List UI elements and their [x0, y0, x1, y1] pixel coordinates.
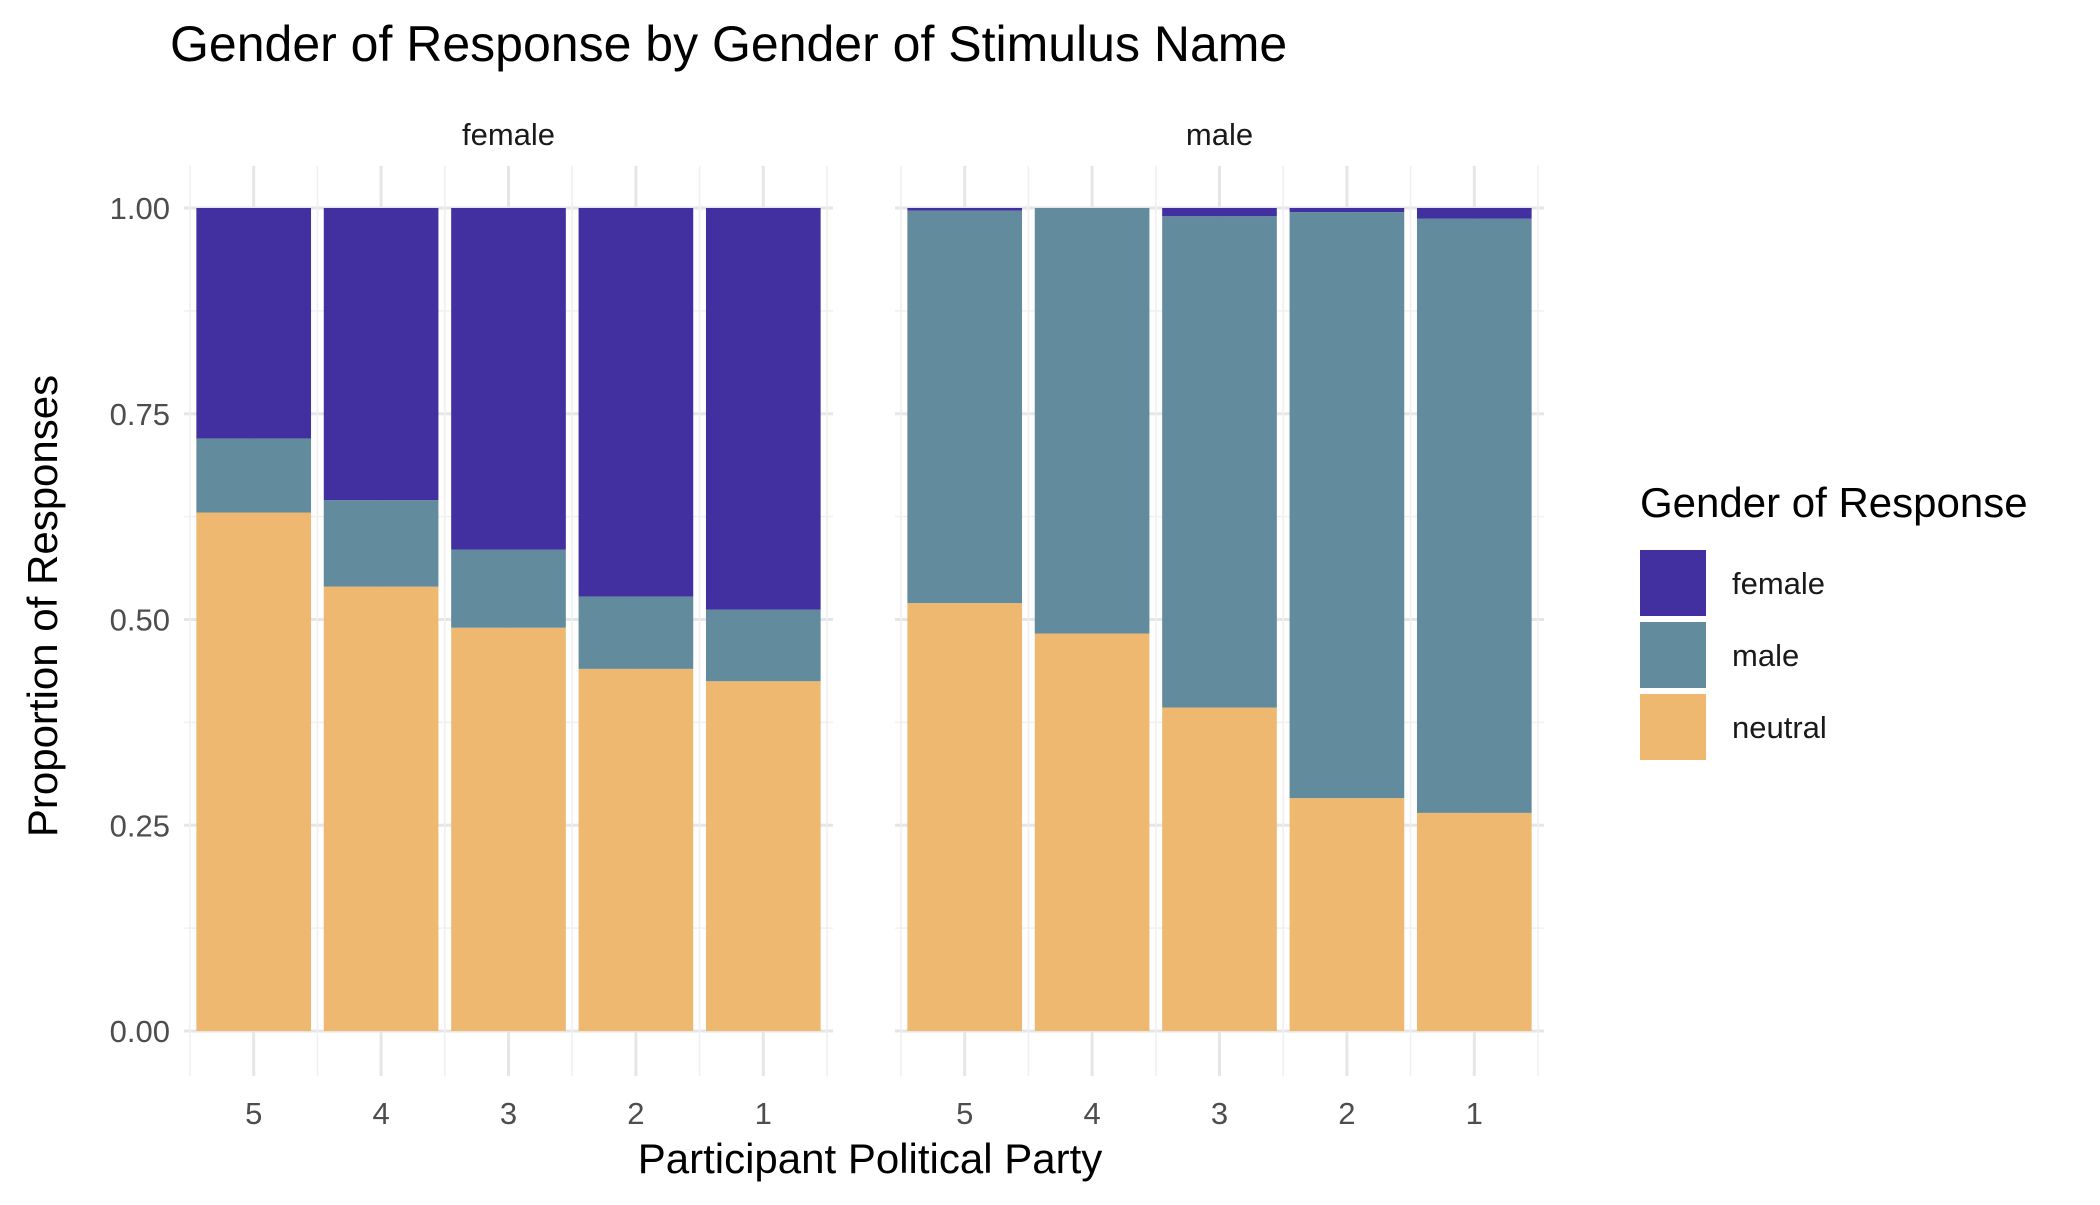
x-tick-label: 4 [372, 1096, 389, 1131]
bar-male-2-male [1289, 212, 1405, 799]
bars [196, 208, 821, 1031]
bar-male-3-female [1162, 208, 1277, 217]
y-tick-labels: 0.00 0.25 0.50 0.75 1.00 [110, 191, 170, 1049]
bar-male-5-male [907, 210, 1023, 604]
bar-male-1-male [1416, 218, 1532, 813]
legend-swatch-female [1640, 550, 1706, 616]
bar-male-4-male [1034, 208, 1150, 634]
x-tick-label: 3 [1211, 1096, 1228, 1131]
bar-female-2-female [578, 208, 694, 597]
x-tick-label: 1 [755, 1096, 772, 1131]
bar-male-2-female [1289, 208, 1405, 213]
bar-female-5-neutral [196, 512, 312, 1031]
bar-male-1-neutral [1416, 812, 1532, 1031]
x-axis-title: Participant Political Party [638, 1135, 1103, 1182]
bar-female-4-female [323, 208, 439, 501]
bar-male-2-neutral [1289, 798, 1405, 1031]
facet-label-male: male [1186, 117, 1253, 152]
y-tick-label: 0.50 [110, 603, 170, 638]
bar-female-3-male [451, 549, 566, 628]
x-tick-labels: 5 4 3 2 1 [245, 1096, 772, 1131]
y-tick-label: 0.25 [110, 808, 170, 843]
bar-female-1-male [705, 609, 821, 682]
legend-swatch-neutral [1640, 694, 1706, 760]
legend-swatch-male [1640, 622, 1706, 688]
x-tick-label: 5 [245, 1096, 262, 1131]
bar-female-1-neutral [705, 681, 821, 1031]
legend-label-female: female [1732, 566, 1825, 601]
facet-panel-male: male 5 4 3 2 1 [895, 117, 1544, 1131]
facet-panel-female: female 5 4 3 2 1 [184, 117, 833, 1131]
bar-female-2-neutral [578, 668, 694, 1031]
bar-male-1-female [1416, 208, 1532, 219]
bar-male-3-neutral [1162, 707, 1277, 1031]
bars [907, 208, 1532, 1031]
x-tick-labels: 5 4 3 2 1 [956, 1096, 1483, 1131]
legend: Gender of Response female male neutral [1640, 479, 2028, 760]
legend-title: Gender of Response [1640, 479, 2028, 526]
facet-label-female: female [462, 117, 555, 152]
chart-title: Gender of Response by Gender of Stimulus… [170, 16, 1287, 72]
x-tick-label: 1 [1466, 1096, 1483, 1131]
bar-female-4-neutral [323, 586, 439, 1031]
bar-female-5-male [196, 438, 312, 513]
bar-female-1-female [705, 208, 821, 610]
bar-female-4-male [323, 500, 439, 587]
x-tick-label: 3 [500, 1096, 517, 1131]
bar-female-3-neutral [451, 627, 566, 1031]
legend-label-male: male [1732, 638, 1799, 673]
y-axis-title: Proportion of Responses [19, 375, 66, 837]
bar-female-2-male [578, 596, 694, 669]
bar-male-5-neutral [907, 603, 1023, 1031]
legend-label-neutral: neutral [1732, 710, 1827, 745]
x-tick-label: 2 [1338, 1096, 1355, 1131]
y-tick-label: 1.00 [110, 191, 170, 226]
y-tick-label: 0.75 [110, 397, 170, 432]
bar-male-5-female [907, 208, 1023, 211]
y-tick-label: 0.00 [110, 1014, 170, 1049]
bar-female-3-female [451, 208, 566, 550]
bar-male-4-neutral [1034, 633, 1150, 1031]
x-tick-label: 2 [627, 1096, 644, 1131]
x-tick-label: 5 [956, 1096, 973, 1131]
bar-male-3-male [1162, 216, 1277, 708]
bar-female-5-female [196, 208, 312, 439]
x-tick-label: 4 [1083, 1096, 1100, 1131]
